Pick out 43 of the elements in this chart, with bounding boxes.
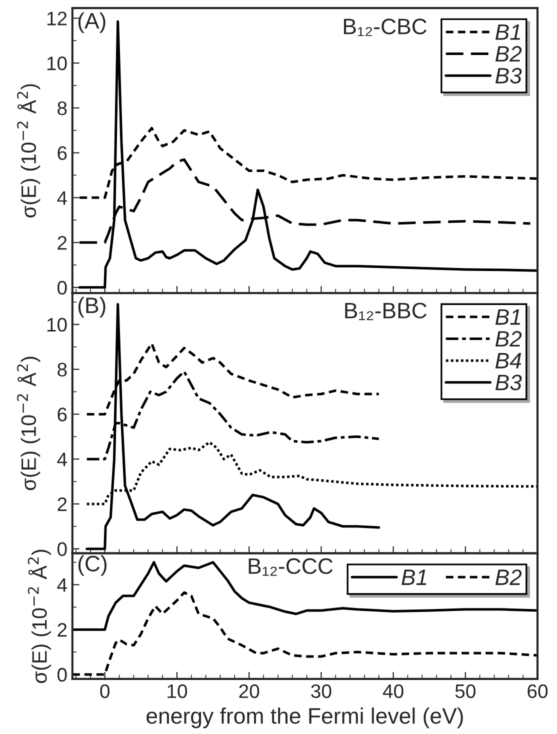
x-axis-title: energy from the Fermi level (eV)	[146, 707, 463, 728]
y-tick-label: 2	[58, 236, 67, 250]
x-tick-label: 40	[382, 684, 404, 698]
legend-label: B4	[495, 353, 522, 368]
y-tick-label: 6	[58, 146, 67, 160]
x-tick-label: 60	[528, 684, 548, 698]
y-tick-label: 4	[57, 191, 67, 205]
y-axis-title: σ(E) (10$^{−2}$ Å$^{2}$)	[17, 84, 40, 218]
legend-label: B2	[495, 330, 522, 347]
x-tick-label: 20	[239, 684, 260, 698]
x-tick-label: 0	[100, 684, 110, 698]
legend-label: B1	[495, 309, 520, 325]
x-tick-label: 50	[455, 684, 476, 698]
y-tick-label: 12	[47, 12, 67, 26]
chart-title: B₁₂-CCC	[248, 558, 333, 576]
legend-label: B3	[495, 68, 522, 84]
y-tick-label: 2	[58, 497, 67, 511]
y-axis-title: σ(E) (10$^{−2}$ Å$^{2}$)	[28, 550, 51, 684]
y-tick-label: 10	[47, 318, 67, 332]
legend-label: B2	[495, 569, 522, 585]
y-tick-label: 0	[57, 542, 67, 556]
legend-label: B3	[495, 374, 522, 390]
chart-title: B₁₂-BBC	[345, 302, 427, 320]
annotation: (A)	[78, 12, 106, 34]
y-tick-label: 0	[57, 280, 67, 295]
line-series	[72, 591, 538, 676]
y-tick-label: 6	[58, 408, 67, 422]
x-tick-label: 30	[311, 684, 332, 698]
y-tick-label: 2	[58, 623, 67, 637]
y-tick-label: 8	[58, 101, 67, 116]
annotation: (B)	[78, 296, 106, 318]
y-tick-label: 4	[57, 452, 67, 466]
y-tick-label: 10	[47, 56, 67, 70]
y-tick-label: 4	[57, 578, 67, 592]
y-axis-title: σ(E) (10$^{−2}$ Å$^{2}$)	[17, 356, 40, 490]
annotation: (C)	[78, 555, 107, 576]
x-tick-label: 10	[168, 684, 188, 698]
legend-label: B1	[495, 24, 520, 40]
y-tick-label: 0	[57, 668, 67, 682]
legend-label: B2	[495, 46, 522, 62]
chart-title: B₁₂-CBC	[344, 18, 427, 36]
legend-label: B1	[402, 570, 426, 585]
y-tick-label: 8	[58, 362, 67, 377]
